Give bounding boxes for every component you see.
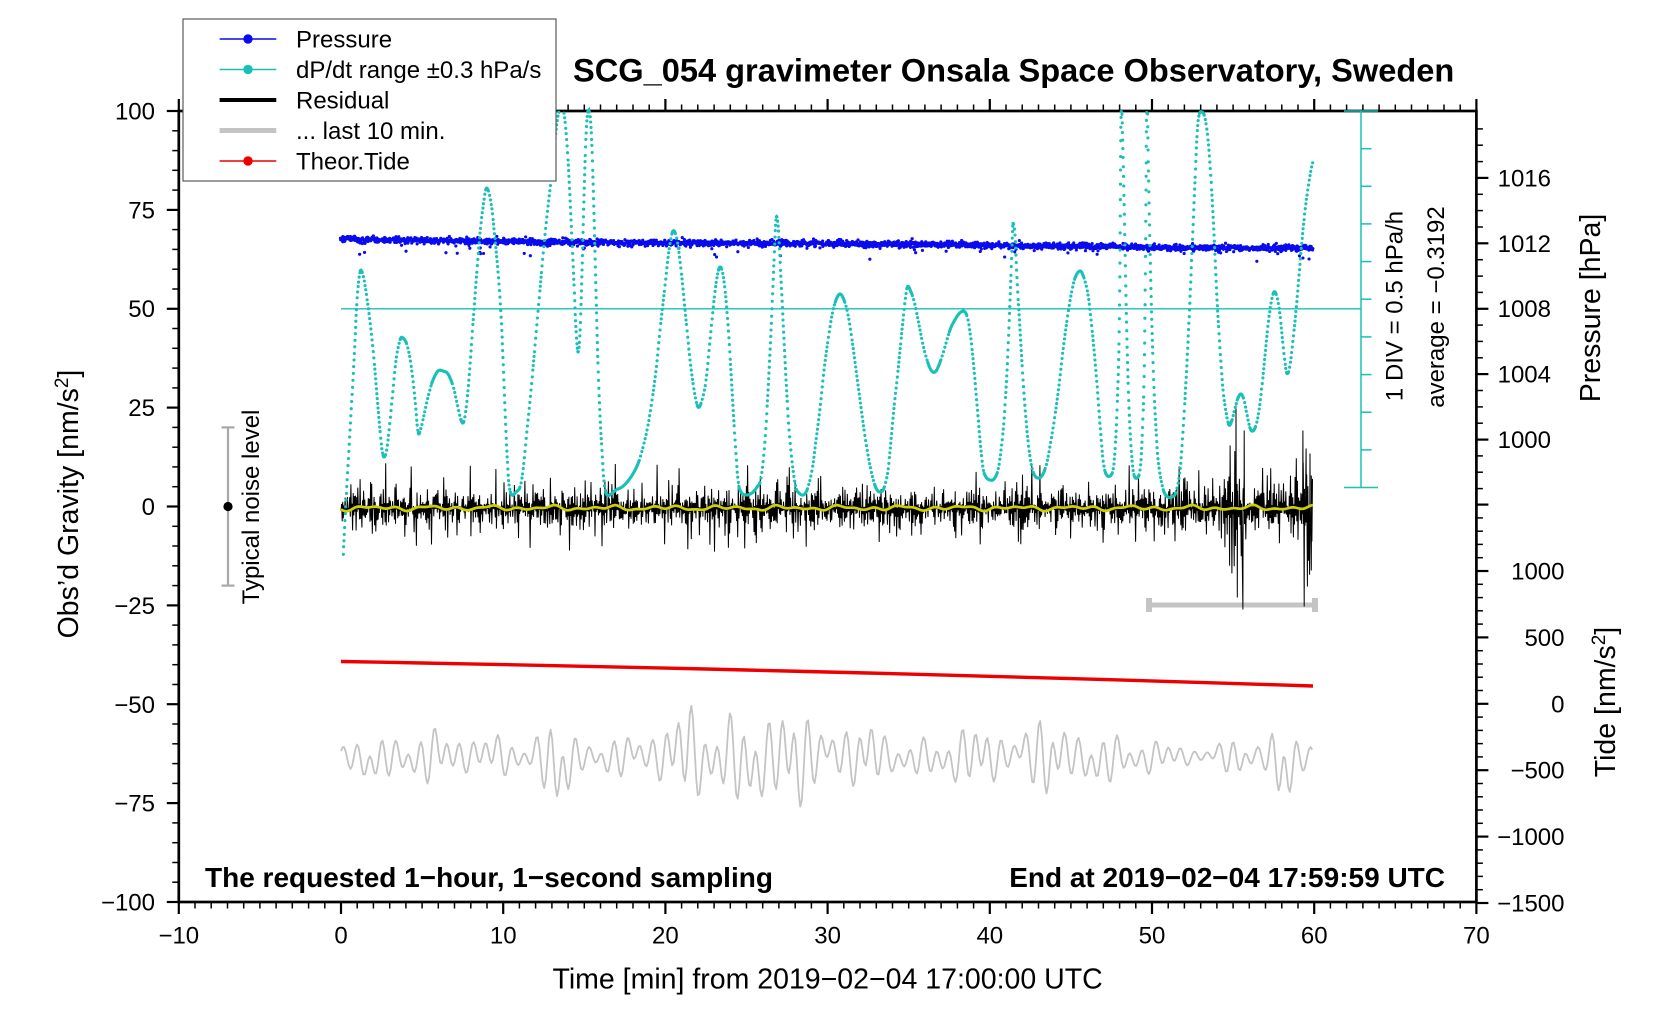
svg-text:60: 60 — [1301, 923, 1328, 950]
svg-text:−25: −25 — [114, 593, 155, 620]
svg-text:... last 10 min.: ... last 10 min. — [296, 118, 445, 145]
svg-text:75: 75 — [128, 197, 155, 224]
svg-text:dP/dt range ±0.3 hPa/s: dP/dt range ±0.3 hPa/s — [296, 57, 541, 84]
svg-text:Pressure: Pressure — [296, 27, 392, 54]
svg-text:100: 100 — [115, 99, 155, 126]
svg-text:−1500: −1500 — [1497, 891, 1564, 918]
svg-text:1004: 1004 — [1498, 362, 1551, 389]
svg-text:1 DIV = 0.5 hPa/h: 1 DIV = 0.5 hPa/h — [1382, 211, 1409, 401]
svg-text:Theor.Tide: Theor.Tide — [296, 149, 410, 176]
svg-text:0: 0 — [142, 494, 155, 521]
svg-text:40: 40 — [976, 923, 1003, 950]
svg-text:1012: 1012 — [1498, 231, 1551, 258]
svg-text:The requested 1−hour, 1−second: The requested 1−hour, 1−second sampling — [205, 862, 773, 893]
svg-text:25: 25 — [128, 395, 155, 422]
svg-text:SCG_054 gravimeter Onsala Spac: SCG_054 gravimeter Onsala Space Observat… — [573, 52, 1454, 89]
svg-text:Obs’d Gravity [nm/s2]: Obs’d Gravity [nm/s2] — [52, 370, 85, 639]
svg-text:70: 70 — [1463, 923, 1490, 950]
svg-text:−75: −75 — [114, 791, 155, 818]
svg-text:1000: 1000 — [1511, 559, 1564, 586]
svg-text:1008: 1008 — [1498, 296, 1551, 323]
svg-text:1016: 1016 — [1498, 165, 1551, 192]
svg-text:−1000: −1000 — [1497, 824, 1564, 851]
svg-text:20: 20 — [652, 923, 679, 950]
svg-text:Typical noise level: Typical noise level — [238, 410, 265, 605]
svg-text:0: 0 — [334, 923, 347, 950]
svg-text:−500: −500 — [1510, 758, 1564, 785]
svg-text:End at 2019−02−04 17:59:59 UTC: End at 2019−02−04 17:59:59 UTC — [1009, 862, 1445, 893]
svg-text:Residual: Residual — [296, 88, 389, 115]
svg-text:average = −0.3192: average = −0.3192 — [1423, 206, 1450, 408]
svg-text:10: 10 — [490, 923, 517, 950]
svg-text:50: 50 — [128, 296, 155, 323]
svg-text:Pressure [hPa]: Pressure [hPa] — [1575, 214, 1607, 403]
svg-text:−50: −50 — [114, 692, 155, 719]
svg-text:50: 50 — [1139, 923, 1166, 950]
svg-text:−100: −100 — [101, 890, 155, 917]
svg-text:1000: 1000 — [1498, 427, 1551, 454]
svg-text:−10: −10 — [158, 923, 199, 950]
svg-text:Time [min] from 2019−02−04 17:: Time [min] from 2019−02−04 17:00:00 UTC — [552, 964, 1102, 996]
svg-text:0: 0 — [1551, 691, 1564, 718]
svg-text:30: 30 — [814, 923, 841, 950]
svg-text:500: 500 — [1524, 625, 1564, 652]
svg-text:Tide [nm/s2]: Tide [nm/s2] — [1589, 627, 1622, 777]
